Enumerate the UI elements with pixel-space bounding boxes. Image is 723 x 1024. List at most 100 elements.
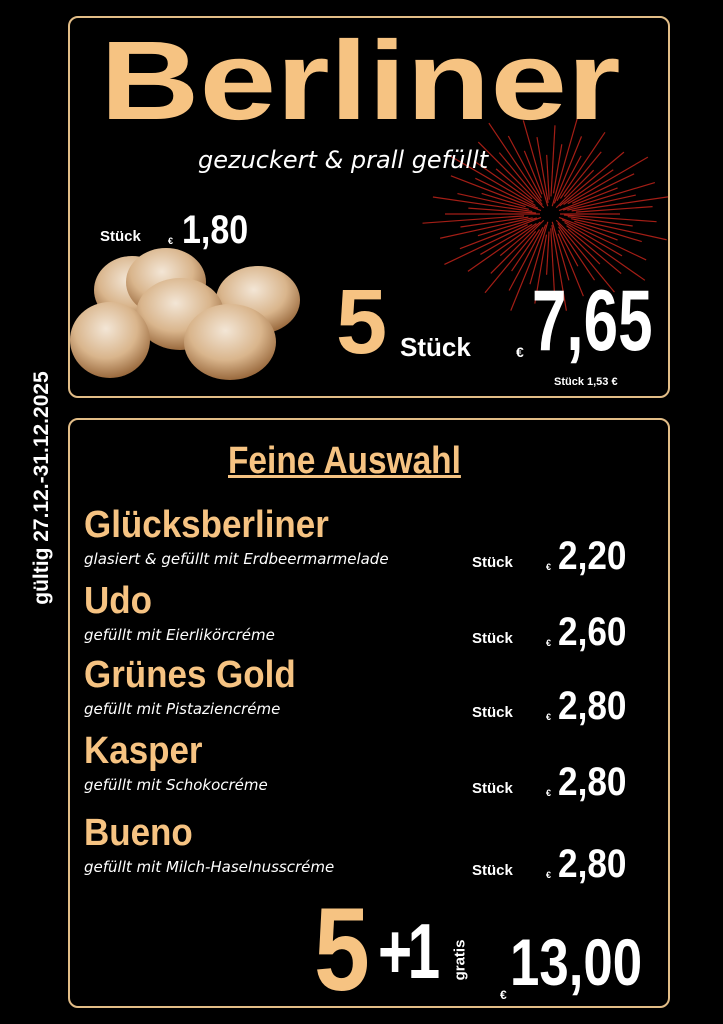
firework-ray [511,229,541,272]
firework-ray [556,155,582,202]
firework-ray [557,233,584,297]
subtitle: gezuckert & prall gefüllt [198,146,489,174]
firework-ray [574,220,642,243]
firework-ray [567,228,622,275]
item-description: gefüllt mit Schokocréme [84,776,268,794]
firework-ray [488,122,542,202]
firework-ray [550,125,556,197]
firework-ray [567,156,649,205]
item-price: 2,20 [558,534,627,578]
firework-ray [510,224,547,311]
firework-ray [484,230,537,294]
top-panel: Berliner gezuckert & prall gefüllt Stück… [68,16,670,398]
firework-ray [508,226,544,291]
firework-ray [559,131,606,199]
firework-ray [545,231,550,275]
item-currency: € [546,870,552,880]
firework-ray [432,196,533,213]
firework-ray [559,151,625,207]
illustrations [70,116,668,380]
offer-bonus: +1 [378,907,440,995]
firework-ray [522,120,549,207]
firework-ray [551,116,579,207]
firework-ray [564,221,623,257]
firework-ray [550,228,556,294]
firework-ray [498,152,543,206]
firework-ray [459,216,542,250]
firework-ray [480,223,533,255]
item-price: 2,60 [558,610,627,654]
item-name: Bueno [84,812,193,854]
firework-ray [477,217,538,237]
bundle-unit: Stück [400,332,471,362]
offer-price: 13,00 [510,925,643,999]
firework-ray [571,196,668,212]
firework-ray [444,224,528,266]
firework-ray [495,168,533,200]
item-currency: € [546,788,552,798]
firework-ray [468,207,537,214]
item-description: gefüllt mit Milch-Haselnusscréme [84,858,335,876]
item-unit: Stück [472,630,513,647]
item-name: Glücksberliner [84,504,329,546]
firework-ray [567,215,633,227]
firework-ray [555,219,601,265]
firework-ray [422,215,525,224]
firework-ray [563,214,657,223]
single-price: 1,80 [182,208,249,252]
item-description: gefüllt mit Eierlikörcréme [84,626,275,644]
item-currency: € [546,712,552,722]
firework-ray [467,222,537,272]
firework-ray [553,136,583,204]
firework-ray [546,154,550,200]
firework-ray [481,192,526,208]
firework-ray [536,137,549,204]
firework-ray [558,187,618,212]
firework-ray [523,150,543,195]
firework-ray [558,216,618,241]
validity: gültig 27.12.-31.12.2025 [30,371,53,605]
offer-quantity: 5 [314,884,370,1016]
bundle-currency: € [516,344,524,360]
bundle-per-piece: Stück 1,53 € [554,376,618,388]
firework-ray [567,194,636,211]
firework-ray [558,229,579,267]
firework-ray [529,221,549,285]
item-price: 2,80 [558,684,627,728]
single-currency: € [168,236,174,246]
offer-bonus-label: gratis [451,939,469,981]
donuts [70,248,300,380]
firework-ray [460,216,529,228]
firework-ray [449,155,536,207]
firework-ray [551,221,570,281]
firework-ray [571,218,667,241]
firework-ray [552,144,563,194]
heading: Feine Auswahl [228,440,461,482]
item-name: Grünes Gold [84,654,296,696]
firework-ray [551,224,567,311]
item-description: glasiert & gefüllt mit Erdbeermarmelade [84,550,389,568]
item-name: Udo [84,580,152,622]
firework-ray [555,169,595,209]
firework-ray [439,217,533,239]
firework-ray [557,222,615,293]
item-unit: Stück [472,780,513,797]
single-unit: Stück [100,228,141,245]
firework-ray [575,206,653,213]
firework-ray [499,221,541,257]
item-currency: € [546,562,552,572]
item-unit: Stück [472,554,513,571]
firework-ray [563,169,614,206]
bundle-price: 7,65 [532,273,653,369]
firework-ray [566,225,646,281]
firework-ray [558,226,596,281]
firework-ray [561,219,647,261]
firework-ray [473,160,534,203]
fireworks [422,116,668,311]
item-currency: € [546,638,552,648]
item-description: gefüllt mit Pistaziencréme [84,700,281,718]
firework-ray [475,177,539,209]
firework-ray [457,192,529,210]
firework-ray [490,219,545,274]
